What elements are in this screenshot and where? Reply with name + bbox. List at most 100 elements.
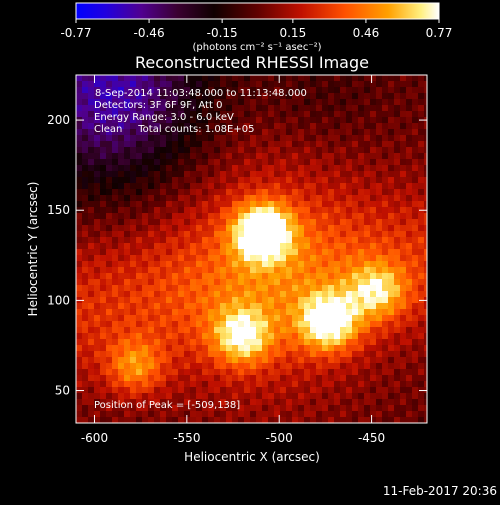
heatmap-cell	[112, 231, 119, 238]
heatmap-cell	[232, 165, 239, 172]
heatmap-cell	[334, 327, 341, 334]
heatmap-cell	[394, 297, 401, 304]
heatmap-cell	[244, 261, 251, 268]
heatmap-cell	[256, 189, 263, 196]
heatmap-cell	[412, 309, 419, 316]
heatmap-cell	[202, 345, 209, 352]
heatmap-cell	[196, 243, 203, 250]
heatmap-cell	[322, 285, 329, 292]
heatmap-cell	[118, 135, 125, 142]
heatmap-cell	[106, 93, 113, 100]
heatmap-cell	[94, 351, 101, 358]
heatmap-cell	[298, 267, 305, 274]
heatmap-cell	[244, 321, 251, 328]
heatmap-cell	[418, 189, 425, 196]
heatmap-cell	[310, 171, 317, 178]
heatmap-cell	[244, 213, 251, 220]
heatmap-cell	[148, 261, 155, 268]
heatmap-cell	[262, 147, 269, 154]
heatmap-cell	[112, 165, 119, 172]
heatmap-cell	[274, 243, 281, 250]
heatmap-cell	[154, 363, 161, 370]
heatmap-cell	[190, 201, 197, 208]
heatmap-cell	[250, 279, 257, 286]
heatmap-cell	[364, 309, 371, 316]
heatmap-cell	[286, 165, 293, 172]
heatmap-cell	[148, 369, 155, 376]
heatmap-cell	[202, 129, 209, 136]
heatmap-cell	[376, 105, 383, 112]
heatmap-cell	[226, 195, 233, 202]
heatmap-cell	[406, 369, 413, 376]
heatmap-cell	[316, 267, 323, 274]
heatmap-cell	[256, 129, 263, 136]
heatmap-cell	[310, 225, 317, 232]
heatmap-cell	[196, 375, 203, 382]
heatmap-cell	[424, 417, 427, 423]
colorbar-tick-label: 0.15	[279, 26, 306, 40]
heatmap-cell	[412, 417, 419, 423]
heatmap-cell	[82, 351, 89, 358]
heatmap-cell	[364, 363, 371, 370]
heatmap-cell	[310, 81, 317, 88]
heatmap-cell	[136, 147, 143, 154]
heatmap-cell	[184, 297, 191, 304]
heatmap-cell	[334, 405, 341, 412]
heatmap-cell	[412, 207, 419, 214]
heatmap-cell	[184, 285, 191, 292]
heatmap-cell	[232, 93, 239, 100]
heatmap-cell	[424, 291, 427, 298]
heatmap-cell	[154, 177, 161, 184]
heatmap-cell	[160, 93, 167, 100]
heatmap-cell	[370, 261, 377, 268]
heatmap-cell	[124, 129, 131, 136]
heatmap-cell	[406, 351, 413, 358]
heatmap-cell	[112, 99, 119, 106]
heatmap-cell	[94, 153, 101, 160]
heatmap-cell	[166, 111, 173, 118]
heatmap-cell	[196, 381, 203, 388]
heatmap-cell	[112, 405, 119, 412]
heatmap-cell	[172, 249, 179, 256]
heatmap-cell	[388, 327, 395, 334]
heatmap-cell	[148, 153, 155, 160]
heatmap-cell	[352, 147, 359, 154]
heatmap-cell	[100, 93, 107, 100]
heatmap-cell	[352, 393, 359, 400]
heatmap-cell	[310, 369, 317, 376]
heatmap-cell	[334, 255, 341, 262]
heatmap-cell	[142, 135, 149, 142]
heatmap-cell	[424, 129, 427, 136]
heatmap-cell	[136, 93, 143, 100]
heatmap-cell	[364, 315, 371, 322]
heatmap-cell	[166, 105, 173, 112]
heatmap-cell	[280, 165, 287, 172]
heatmap-cell	[190, 243, 197, 250]
heatmap-cell	[316, 201, 323, 208]
heatmap-cell	[112, 105, 119, 112]
heatmap-cell	[148, 339, 155, 346]
heatmap-cell	[238, 147, 245, 154]
heatmap-cell	[250, 141, 257, 148]
heatmap-cell	[286, 87, 293, 94]
heatmap-cell	[274, 357, 281, 364]
heatmap-cell	[352, 129, 359, 136]
heatmap-cell	[220, 75, 227, 82]
heatmap-cell	[166, 195, 173, 202]
heatmap-cell	[220, 135, 227, 142]
heatmap-cell	[364, 357, 371, 364]
heatmap-cell	[424, 165, 427, 172]
heatmap-cell	[394, 411, 401, 418]
heatmap-cell	[238, 255, 245, 262]
heatmap-cell	[76, 165, 83, 172]
heatmap-cell	[196, 357, 203, 364]
heatmap-cell	[322, 165, 329, 172]
heatmap-cell	[280, 87, 287, 94]
heatmap-cell	[88, 141, 95, 148]
heatmap-cell	[340, 369, 347, 376]
heatmap-cell	[208, 213, 215, 220]
heatmap-cell	[310, 105, 317, 112]
heatmap-cell	[376, 339, 383, 346]
heatmap-cell	[142, 183, 149, 190]
